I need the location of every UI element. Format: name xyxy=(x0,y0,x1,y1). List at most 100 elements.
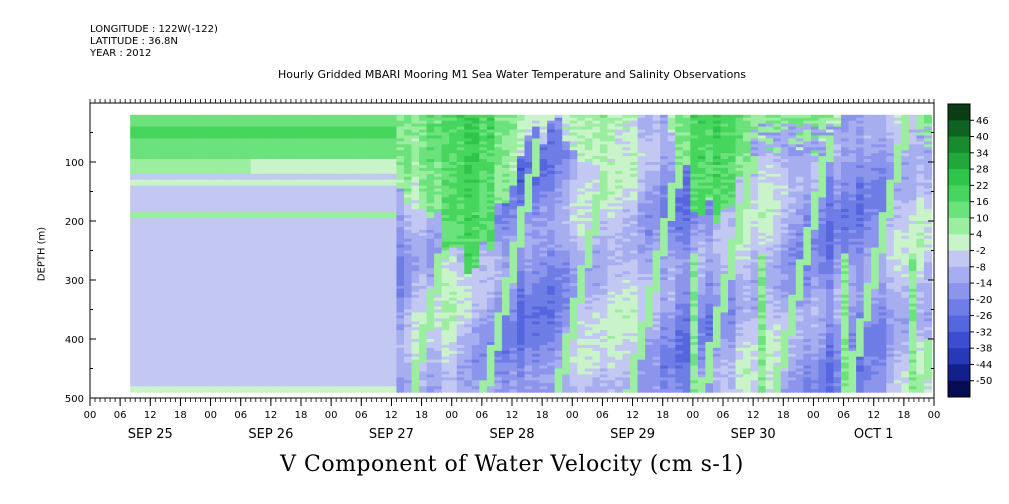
heat-cell xyxy=(150,114,161,119)
heat-cell xyxy=(341,215,352,219)
heat-cell xyxy=(494,238,503,243)
heat-cell xyxy=(396,244,405,249)
heat-cell xyxy=(341,206,352,210)
heat-cell xyxy=(170,312,182,316)
heat-cell xyxy=(411,277,420,281)
heat-cell xyxy=(524,188,533,193)
heat-cell xyxy=(180,159,192,163)
heat-cell xyxy=(280,365,292,370)
heat-cell xyxy=(311,259,322,263)
heat-cell xyxy=(130,265,141,269)
heat-cell xyxy=(524,285,533,290)
heat-cell xyxy=(140,117,151,122)
heat-cell xyxy=(532,250,541,255)
heat-cell xyxy=(479,200,488,204)
heat-cell xyxy=(230,247,242,252)
heat-cell xyxy=(371,212,382,216)
heat-cell xyxy=(180,238,192,243)
heat-cell xyxy=(509,377,518,381)
heat-cell xyxy=(441,368,450,373)
heat-cell xyxy=(250,339,262,343)
heat-cell xyxy=(539,167,548,172)
heat-cell xyxy=(471,271,480,275)
heat-cell xyxy=(426,226,435,231)
heat-cell xyxy=(240,194,252,198)
heat-cell xyxy=(456,291,465,296)
heat-cell xyxy=(290,253,302,257)
heat-cell xyxy=(200,159,212,163)
heat-cell xyxy=(494,374,503,378)
heat-cell xyxy=(180,176,192,181)
heat-cell xyxy=(403,268,413,272)
heat-cell xyxy=(130,368,141,373)
heat-cell xyxy=(250,344,262,349)
heat-cell xyxy=(494,250,503,255)
heat-cell xyxy=(479,365,488,370)
heat-cell xyxy=(569,309,578,314)
heat-cell xyxy=(547,120,556,125)
heat-cell xyxy=(270,285,282,290)
heat-cell xyxy=(220,132,232,137)
heat-cell xyxy=(501,318,511,322)
heat-cell xyxy=(396,114,405,119)
heat-cell xyxy=(396,341,405,346)
heat-cell xyxy=(371,359,382,364)
heat-cell xyxy=(464,203,473,207)
heat-cell xyxy=(361,374,372,378)
heat-cell xyxy=(140,138,151,142)
heat-cell xyxy=(441,173,450,178)
heat-cell xyxy=(486,268,496,272)
heat-cell xyxy=(280,253,292,257)
heat-cell xyxy=(351,162,362,166)
heat-cell xyxy=(584,147,593,151)
heat-cell xyxy=(381,294,393,299)
heat-cell xyxy=(547,226,556,231)
heat-cell xyxy=(449,209,458,213)
heat-cell xyxy=(403,159,413,163)
heat-cell xyxy=(260,212,272,216)
heat-cell xyxy=(150,215,161,219)
heat-cell xyxy=(501,247,511,252)
heat-cell xyxy=(449,197,458,201)
heat-cell xyxy=(180,347,192,352)
heat-cell xyxy=(569,191,578,196)
heat-cell xyxy=(584,389,593,393)
heat-cell xyxy=(569,386,578,390)
heat-cell xyxy=(240,300,252,305)
heat-cell xyxy=(532,135,541,139)
heat-cell xyxy=(311,209,322,213)
heat-cell xyxy=(371,247,382,252)
heat-cell xyxy=(351,129,362,134)
heat-cell xyxy=(509,350,518,355)
heat-cell xyxy=(361,132,372,137)
heat-cell xyxy=(190,164,202,169)
heat-cell xyxy=(479,244,488,249)
heat-cell xyxy=(311,324,322,328)
heat-cell xyxy=(547,309,556,314)
heat-cell xyxy=(479,327,488,331)
heat-cell xyxy=(562,288,571,293)
heat-cell xyxy=(403,117,413,122)
heat-cell xyxy=(270,282,282,287)
heat-cell xyxy=(331,129,342,134)
heat-cell xyxy=(180,303,192,308)
heat-cell xyxy=(160,362,171,367)
heat-cell xyxy=(170,218,182,222)
heat-cell xyxy=(539,265,548,269)
heat-cell xyxy=(361,386,372,390)
heat-cell xyxy=(434,218,443,222)
heat-cell xyxy=(471,282,480,287)
heat-cell xyxy=(311,359,322,364)
heat-cell xyxy=(547,209,556,213)
heat-cell xyxy=(160,383,171,387)
heat-cell xyxy=(456,285,465,290)
heat-cell xyxy=(471,235,480,240)
heat-cell xyxy=(250,150,262,154)
heat-cell xyxy=(150,176,161,181)
heat-cell xyxy=(464,209,473,213)
heat-cell xyxy=(341,344,352,349)
heat-cell xyxy=(270,247,282,252)
heat-cell xyxy=(220,167,232,172)
heat-cell xyxy=(240,253,252,257)
heat-cell xyxy=(381,144,393,148)
